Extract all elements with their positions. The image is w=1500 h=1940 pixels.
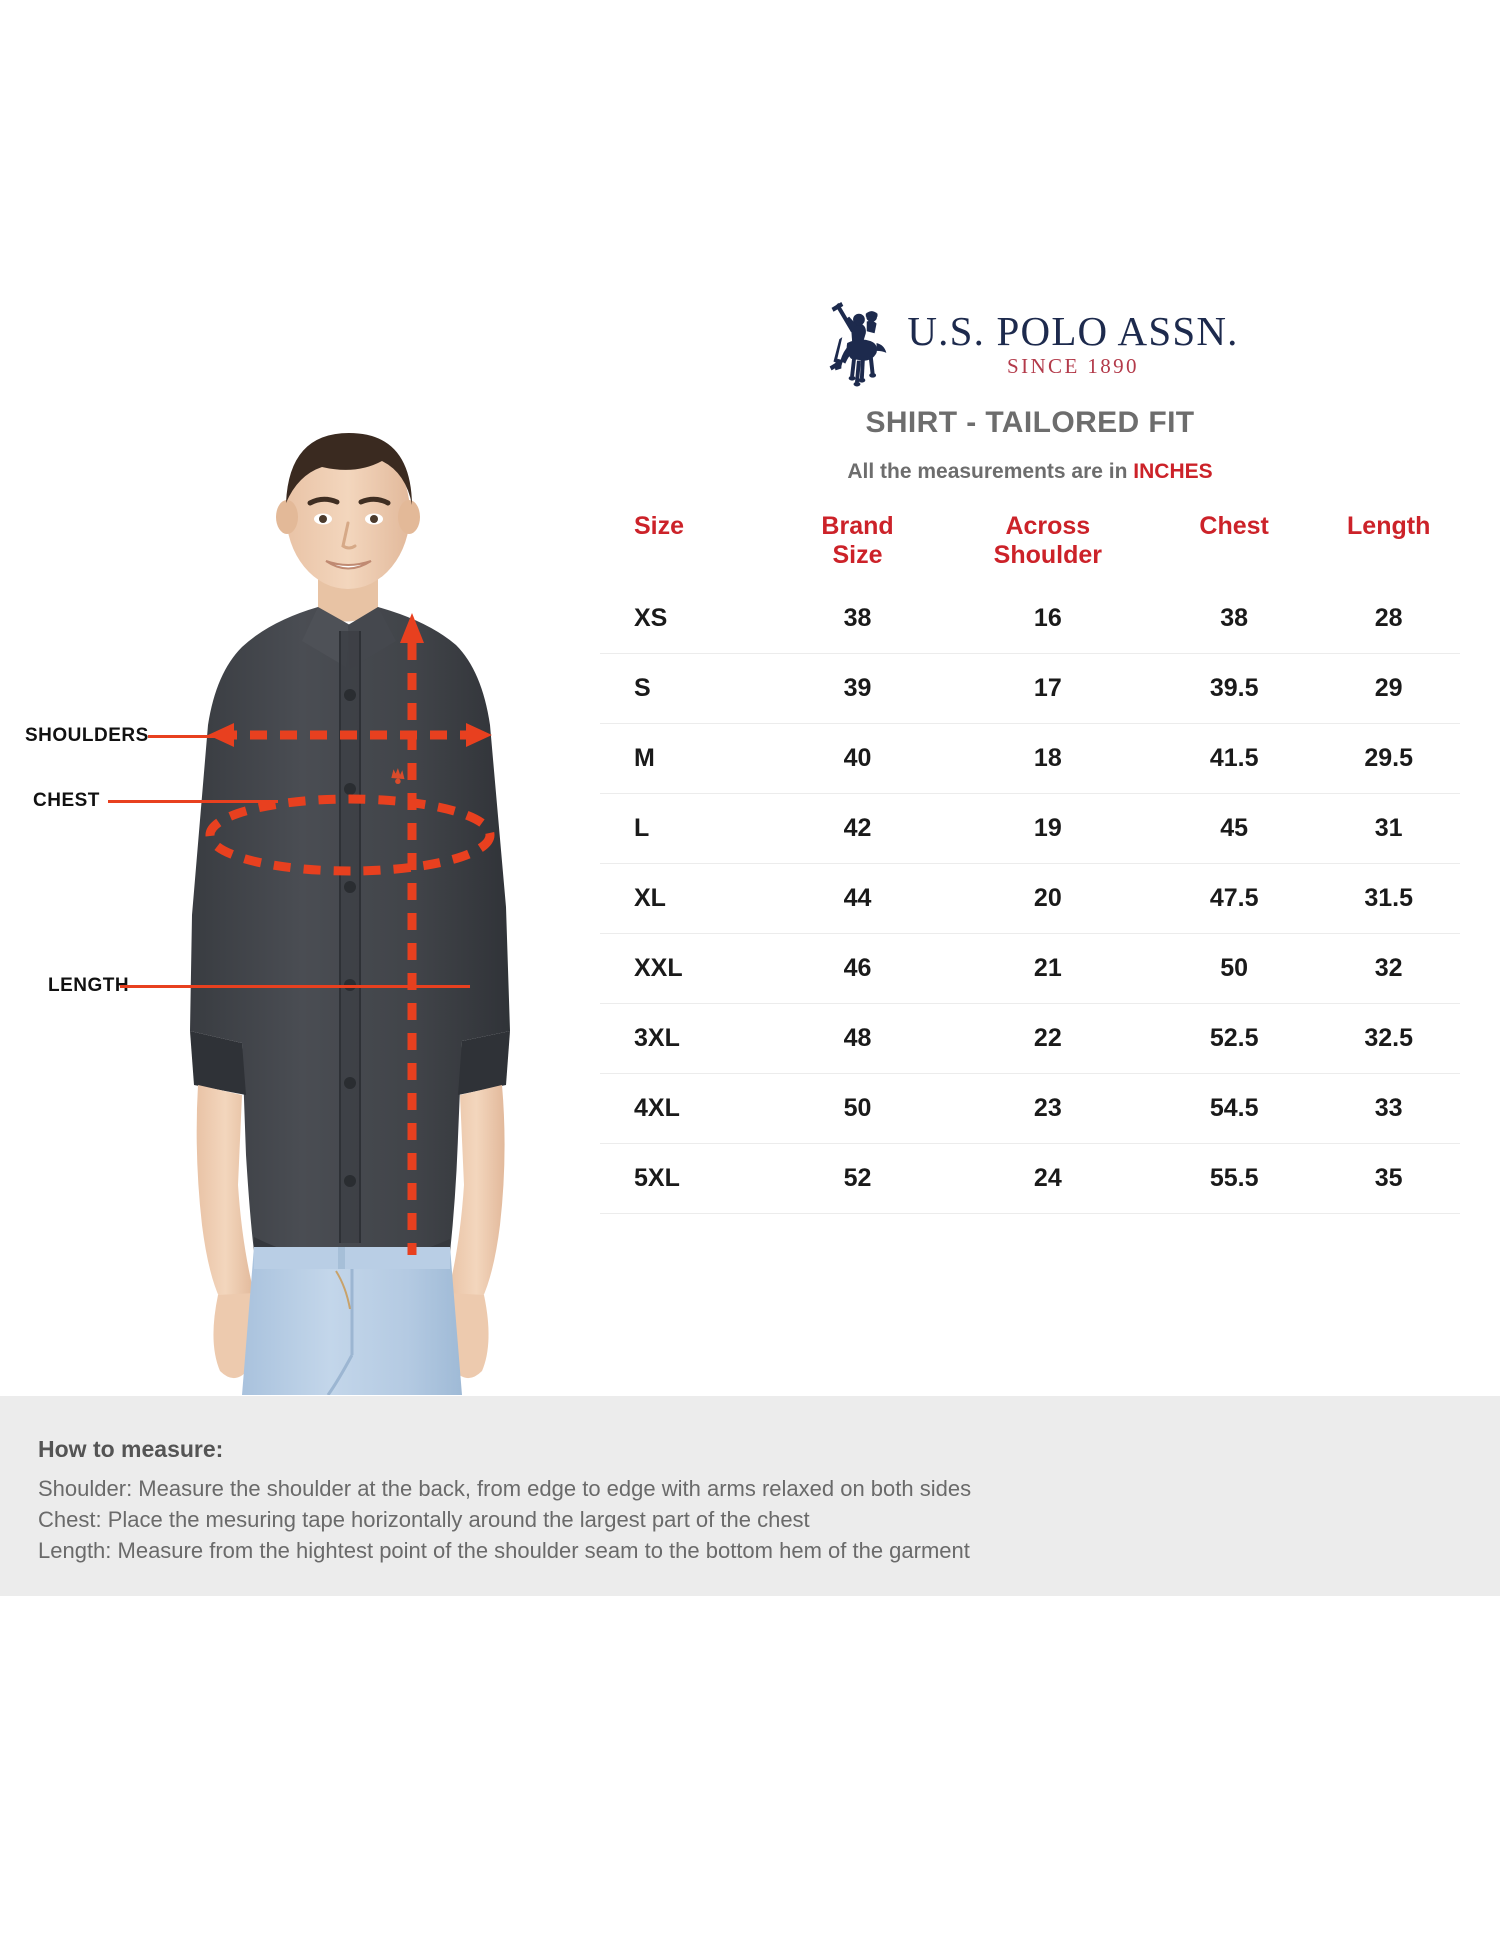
how-to-measure-title: How to measure:	[38, 1436, 224, 1462]
chart-subtitle-unit: INCHES	[1133, 460, 1213, 483]
cell-length: 33	[1317, 1073, 1460, 1144]
cell-size: 3XL	[600, 1003, 771, 1074]
cell-across-shoulder: 16	[1033, 604, 1062, 632]
chart-subtitle-prefix: All the measurements are in	[847, 460, 1134, 483]
cell-size: S	[600, 653, 771, 724]
cell-across-shoulder: 24	[944, 1143, 1151, 1214]
cell-length: 29.5	[1317, 723, 1460, 794]
cell-chest: 45	[1150, 793, 1318, 864]
table-body: XS 38 16 38 28 S 39 17 39.5 29 M 40 18 41.5 29.5 L 42 19 4…	[600, 584, 1460, 1214]
cell-across-shoulder: 21	[944, 933, 1151, 1004]
cell-across-shoulder: 20	[944, 863, 1151, 934]
brand-since: SINCE 1890	[1007, 354, 1139, 379]
how-to-measure-section: How to measure: Shoulder: Measure the sh…	[0, 1396, 1500, 1596]
annotation-chest-label: CHEST	[33, 790, 100, 811]
cell-chest: 38	[1220, 604, 1249, 632]
cell-length: 32	[1317, 933, 1460, 1004]
how-to-measure-length: Length: Measure from the hightest point …	[38, 1538, 970, 1564]
column-header-size: Size	[634, 512, 685, 540]
table-row: 5XL 52 24 55.5 35	[600, 1143, 1460, 1214]
polo-player-horse-icon	[821, 300, 891, 390]
column-header-chest: Chest	[1199, 512, 1269, 540]
cell-brand-size: 42	[770, 793, 945, 864]
cell-size: XS	[634, 604, 668, 632]
annotation-length-leader	[120, 985, 470, 988]
chart-content: U.S. POLO ASSN. SINCE 1890 SHIRT - TAILO…	[600, 300, 1460, 1214]
cell-chest: 47.5	[1150, 863, 1318, 934]
cell-chest: 39.5	[1150, 653, 1318, 724]
brand-wordmark: U.S. POLO ASSN. SINCE 1890	[907, 307, 1239, 380]
cell-chest: 54.5	[1150, 1073, 1318, 1144]
cell-size: M	[600, 723, 771, 794]
cell-length: 29	[1317, 653, 1460, 724]
cell-brand-size: 46	[770, 933, 945, 1004]
cell-chest: 41.5	[1150, 723, 1318, 794]
cell-length: 35	[1317, 1143, 1460, 1214]
cell-across-shoulder: 19	[944, 793, 1151, 864]
size-chart-table: Size Brand Size Across Shoulder Chest Leng…	[600, 506, 1460, 1214]
table-head: Size Brand Size Across Shoulder Chest Leng…	[600, 506, 1460, 584]
table-row: XXL 46 21 50 32	[600, 933, 1460, 1004]
cell-brand-size: 44	[770, 863, 945, 934]
cell-length: 31	[1317, 793, 1460, 864]
annotation-shoulders-label: SHOULDERS	[25, 725, 149, 746]
cell-length: 28	[1374, 604, 1403, 632]
cell-chest: 52.5	[1150, 1003, 1318, 1074]
chart-subtitle: All the measurements are in INCHES	[600, 460, 1460, 484]
cell-brand-size: 38	[843, 604, 872, 632]
cell-brand-size: 48	[770, 1003, 945, 1074]
column-header-length: Length	[1347, 512, 1431, 540]
cell-across-shoulder: 23	[944, 1073, 1151, 1144]
table-header-row: Size Brand Size Across Shoulder Chest Leng…	[600, 506, 1460, 584]
cell-size: 5XL	[600, 1143, 771, 1214]
table-row: XS 38 16 38 28	[600, 584, 1460, 654]
column-header-brand-size: Brand Size	[821, 512, 894, 569]
cell-size: XL	[600, 863, 771, 934]
cell-length: 32.5	[1317, 1003, 1460, 1074]
cell-length: 31.5	[1317, 863, 1460, 934]
table-row: M 40 18 41.5 29.5	[600, 723, 1460, 794]
cell-chest: 50	[1150, 933, 1318, 1004]
cell-across-shoulder: 22	[944, 1003, 1151, 1074]
table-row: S 39 17 39.5 29	[600, 653, 1460, 724]
cell-size: 4XL	[600, 1073, 771, 1144]
model-figure	[150, 395, 570, 1395]
chart-title: SHIRT - TAILORED FIT	[865, 406, 1195, 439]
cell-across-shoulder: 18	[944, 723, 1151, 794]
brand-lockup: U.S. POLO ASSN. SINCE 1890	[600, 300, 1460, 390]
cell-brand-size: 40	[770, 723, 945, 794]
annotation-chest-leader	[108, 800, 278, 803]
column-header-across-shoulder: Across Shoulder	[993, 512, 1102, 569]
cell-brand-size: 39	[770, 653, 945, 724]
cell-brand-size: 52	[770, 1143, 945, 1214]
cell-chest: 55.5	[1150, 1143, 1318, 1214]
table-row: XL 44 20 47.5 31.5	[600, 863, 1460, 934]
how-to-measure-chest: Chest: Place the mesuring tape horizonta…	[38, 1507, 810, 1533]
cell-size: L	[600, 793, 771, 864]
brand-name: U.S. POLO ASSN.	[907, 307, 1239, 354]
table-row: 3XL 48 22 52.5 32.5	[600, 1003, 1460, 1074]
table-row: 4XL 50 23 54.5 33	[600, 1073, 1460, 1144]
table-row: L 42 19 45 31	[600, 793, 1460, 864]
annotation-length-label: LENGTH	[48, 975, 130, 996]
cell-brand-size: 50	[770, 1073, 945, 1144]
cell-size: XXL	[600, 933, 771, 1004]
annotation-shoulders-leader	[148, 735, 218, 738]
how-to-measure-shoulder: Shoulder: Measure the shoulder at the ba…	[38, 1476, 972, 1501]
cell-across-shoulder: 17	[944, 653, 1151, 724]
